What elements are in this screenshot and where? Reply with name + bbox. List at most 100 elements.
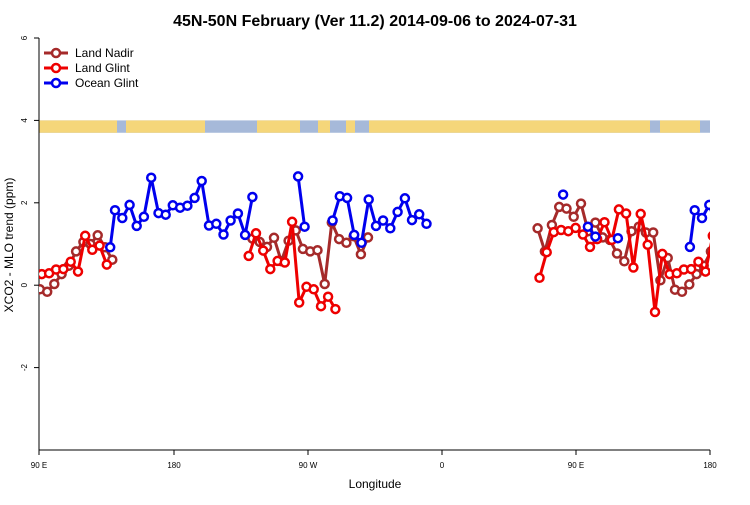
ocean-glint-point <box>189 192 200 204</box>
land-glint-line <box>247 220 337 310</box>
land-glint-point <box>322 291 334 302</box>
legend-marker <box>50 77 62 89</box>
x-tick-label: 0 <box>440 461 445 470</box>
ocean-glint-point <box>413 209 425 220</box>
ocean-glint-point <box>131 220 142 232</box>
y-tick-label: 6 <box>20 35 29 40</box>
legend-item-land-glint: Land Glint <box>44 61 130 75</box>
land-glint-point <box>685 263 697 275</box>
ocean-glint-point <box>557 189 569 200</box>
land-nadir-point <box>341 237 352 249</box>
land-nadir-point <box>92 230 103 241</box>
y-tick-label: 0 <box>20 282 29 287</box>
land-band <box>39 120 117 133</box>
ocean-glint-point <box>421 218 432 230</box>
ocean-glint-point <box>225 215 236 226</box>
land-nadir-point <box>684 279 695 290</box>
land-glint-point <box>700 266 710 277</box>
ocean-glint-point <box>117 212 128 224</box>
y-axis-label: XCO2 - MLO trend (ppm) <box>2 178 16 313</box>
ocean-glint-point <box>109 204 121 216</box>
land-glint-point <box>87 244 98 256</box>
x-tick-label: 180 <box>167 461 181 470</box>
land-band <box>346 120 355 133</box>
ocean-glint-point <box>247 191 258 203</box>
land-nadir-point <box>362 232 374 243</box>
land-glint-point <box>330 303 341 315</box>
land-glint-point <box>657 248 668 260</box>
x-tick-label: 90 W <box>299 461 318 470</box>
ocean-glint-point <box>370 220 382 232</box>
land-nadir-point <box>647 227 659 238</box>
ocean-glint-point <box>292 171 304 182</box>
land-glint-point <box>599 216 610 228</box>
land-glint-point <box>65 256 76 267</box>
x-tick-label: 90 E <box>568 461 584 470</box>
ocean-glint-point <box>712 222 720 230</box>
land-glint-point <box>534 272 545 284</box>
land-nadir-point <box>41 286 53 298</box>
landmask-band <box>39 120 710 133</box>
land-glint-point <box>723 242 731 250</box>
ocean-glint-point <box>104 242 116 253</box>
land-glint-point <box>628 262 639 273</box>
legend-item-land-nadir: Land Nadir <box>44 46 134 60</box>
y-tick-label: 4 <box>20 118 29 123</box>
ocean-glint-point <box>720 213 728 221</box>
land-nadir-point <box>568 211 579 223</box>
land-glint-point <box>577 229 589 240</box>
ocean-glint-point <box>341 192 353 204</box>
land-band <box>257 120 300 133</box>
ocean-glint-point <box>196 175 207 187</box>
ocean-glint-point <box>689 204 700 216</box>
ocean-glint-point <box>232 208 244 219</box>
legend-label: Land Nadir <box>75 46 134 60</box>
ocean-glint-point <box>327 215 338 226</box>
land-band <box>126 120 205 133</box>
land-nadir-point <box>611 248 623 259</box>
series-layer <box>39 171 735 318</box>
ocean-glint-point <box>160 209 171 220</box>
land-nadir-point <box>676 286 688 298</box>
ocean-glint-point <box>211 218 222 230</box>
x-tick-label: 180 <box>703 461 717 470</box>
land-glint-point <box>642 239 653 251</box>
legend-marker <box>50 62 62 74</box>
ocean-glint-point <box>406 214 418 226</box>
ocean-glint-point <box>704 199 710 211</box>
land-glint-point <box>620 208 632 219</box>
ocean-glint-point <box>392 206 403 218</box>
land-band <box>369 120 650 133</box>
land-glint-point <box>279 257 291 268</box>
land-glint-point <box>649 306 661 318</box>
ocean-glint-point <box>727 174 735 182</box>
land-glint-point <box>315 300 327 312</box>
land-nadir-point <box>575 198 587 209</box>
land-glint-point <box>293 297 305 308</box>
land-glint-point <box>79 230 91 242</box>
land-nadir-point <box>619 256 630 267</box>
ocean-glint-point <box>124 199 135 211</box>
land-band <box>660 120 700 133</box>
land-glint-point <box>265 263 276 275</box>
ocean-glint-point <box>385 223 396 234</box>
land-nadir-point <box>70 246 82 257</box>
land-glint-point <box>58 263 69 275</box>
legend-item-ocean-glint: Ocean Glint <box>44 76 139 90</box>
land-glint-point <box>286 216 298 228</box>
land-nadir-point <box>355 249 367 260</box>
series-ocean-glint <box>104 171 735 253</box>
ocean-glint-point <box>138 211 150 223</box>
legend-label: Ocean Glint <box>75 76 139 90</box>
series-land-glint <box>39 204 731 318</box>
land-nadir-point <box>561 203 572 214</box>
ocean-glint-point <box>218 229 229 240</box>
ocean-glint-line <box>296 176 307 227</box>
x-tick-label: 90 E <box>31 461 47 470</box>
land-glint-point <box>94 240 105 251</box>
ocean-glint-point <box>696 212 708 224</box>
land-nadir-point <box>49 278 60 290</box>
ocean-glint-point <box>239 229 251 241</box>
